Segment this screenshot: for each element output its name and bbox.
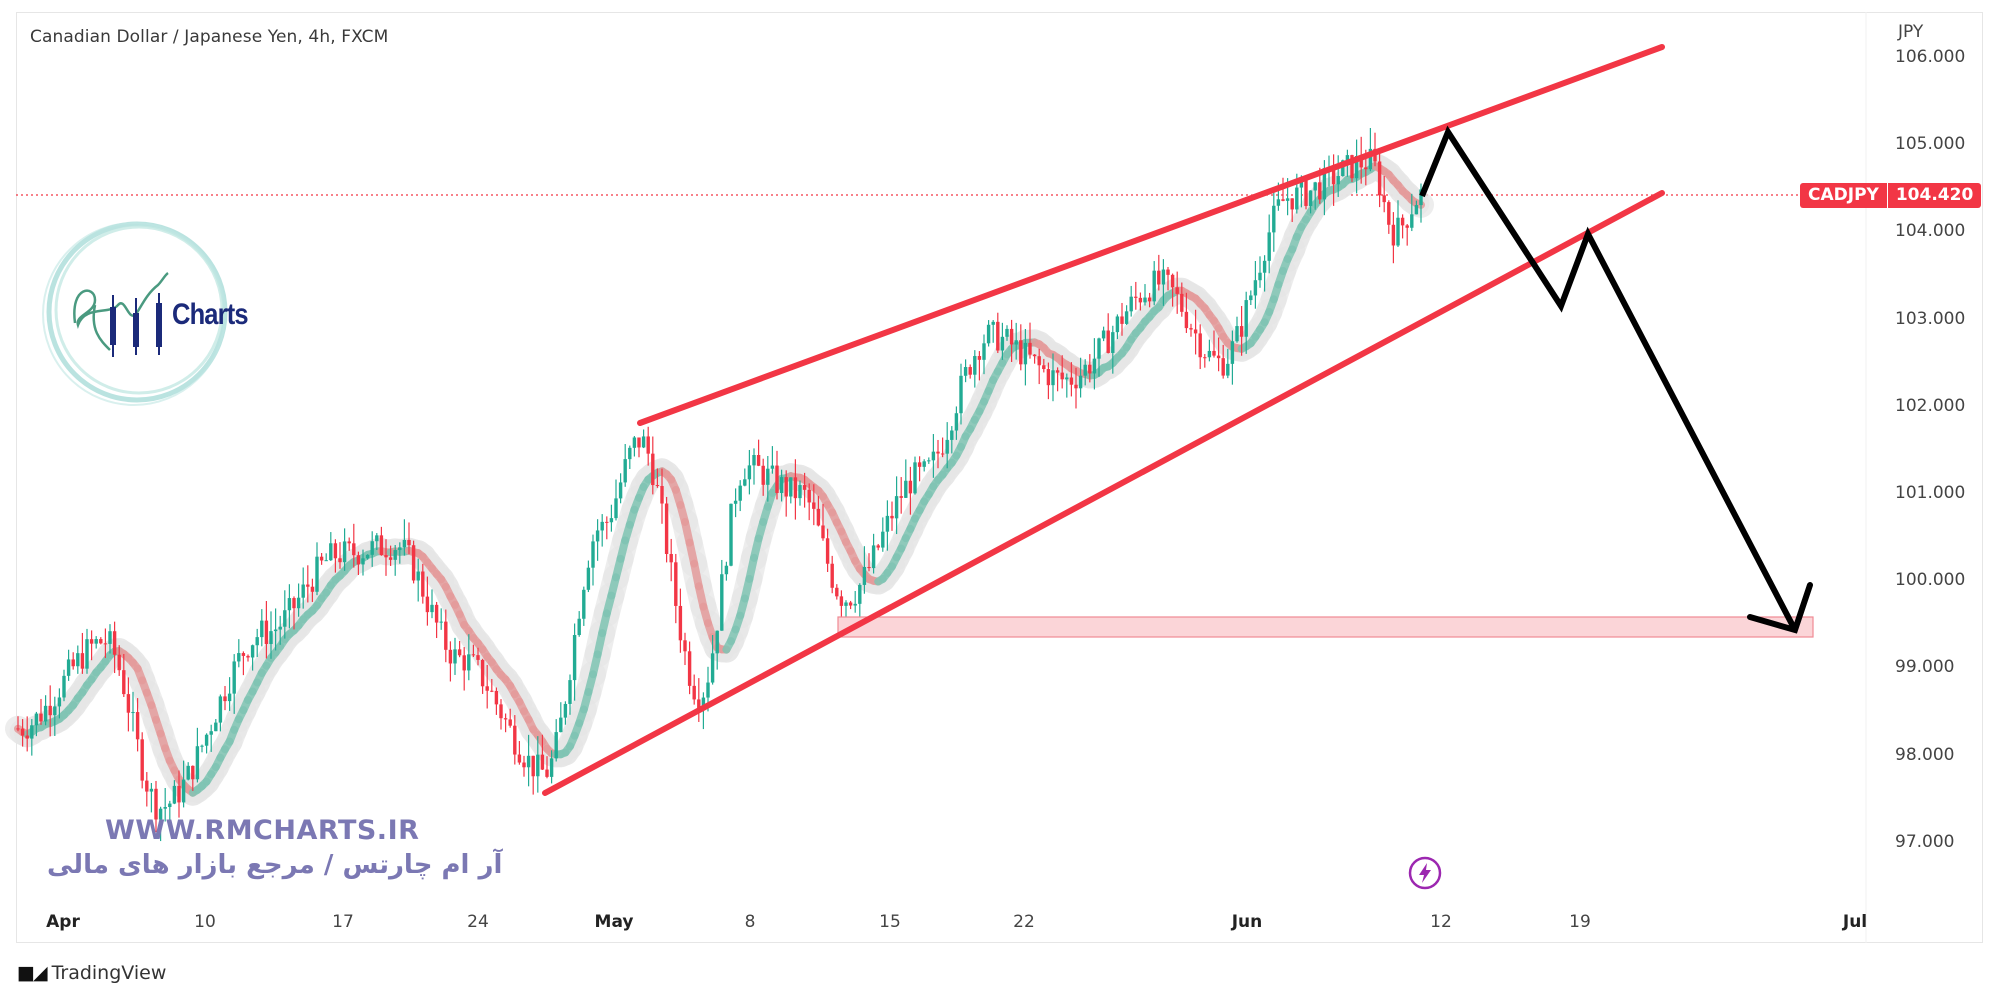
tradingview-logo[interactable]: ■◢ TradingView [17, 962, 166, 984]
price-tick: 102.000 [1895, 395, 1966, 416]
price-tick: 106.000 [1895, 47, 1966, 67]
moving-average-ribbon [5, 153, 1434, 806]
chart-panel[interactable] [16, 12, 1983, 943]
time-tick: 17 [332, 912, 354, 932]
currency-label: JPY [1898, 22, 1924, 42]
price-tick: 105.000 [1895, 134, 1966, 155]
time-tick: 10 [194, 912, 216, 932]
price-tag-symbol: CADJPY [1800, 183, 1888, 208]
time-tick: Apr [46, 912, 80, 932]
price-tick: 97.000 [1895, 831, 1955, 852]
price-tick: 100.000 [1895, 570, 1966, 591]
price-tick: 104.000 [1895, 221, 1966, 242]
upper-channel-trendline[interactable] [637, 44, 1665, 426]
time-tick: 22 [1013, 912, 1035, 932]
price-tag-value: 104.420 [1887, 183, 1982, 208]
watermark-persian-text: آر ام چارتس / مرجع بازار های مالی [47, 850, 503, 880]
time-tick: Jun [1231, 912, 1263, 932]
time-tick: 24 [467, 912, 489, 932]
price-tick: 98.000 [1895, 744, 1955, 765]
rmcharts-logo-icon [42, 221, 228, 406]
time-tick: 8 [744, 912, 756, 932]
tradingview-mark-icon: ■◢ [17, 962, 48, 984]
time-tick: Jul [1842, 912, 1868, 932]
price-tick: 101.000 [1895, 483, 1966, 503]
candlesticks [16, 128, 1423, 842]
logo-text: Charts [172, 298, 249, 331]
time-tick: 15 [879, 912, 901, 932]
arrow-head-icon [1747, 582, 1813, 634]
top-strip [0, 0, 2000, 12]
projection-path[interactable] [1419, 125, 1798, 632]
watermark-url: WWW.RMCHARTS.IR [105, 815, 420, 846]
tradingview-brand: TradingView [51, 962, 167, 984]
lower-channel-trendline[interactable] [542, 190, 1665, 796]
price-tick: 103.000 [1895, 308, 1966, 329]
price-tick: 99.000 [1895, 657, 1955, 678]
last-price-tag: CADJPY 104.420 [1800, 183, 1982, 208]
time-tick: 12 [1430, 912, 1452, 932]
chart-title[interactable]: Canadian Dollar / Japanese Yen, 4h, FXCM [30, 27, 389, 47]
time-tick: 19 [1569, 912, 1591, 932]
time-tick: May [594, 912, 634, 932]
lightning-event-icon[interactable] [1408, 856, 1442, 890]
support-zone-box[interactable] [837, 616, 1814, 638]
